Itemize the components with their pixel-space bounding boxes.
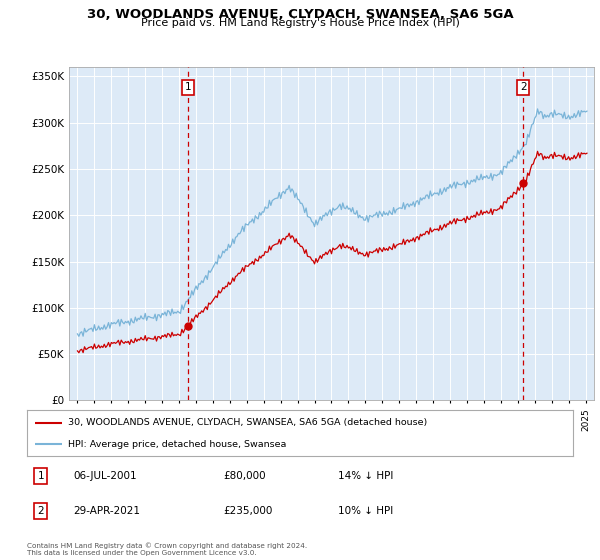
Text: 30, WOODLANDS AVENUE, CLYDACH, SWANSEA, SA6 5GA (detached house): 30, WOODLANDS AVENUE, CLYDACH, SWANSEA, … bbox=[68, 418, 427, 427]
Text: £80,000: £80,000 bbox=[224, 471, 266, 481]
Text: 30, WOODLANDS AVENUE, CLYDACH, SWANSEA, SA6 5GA: 30, WOODLANDS AVENUE, CLYDACH, SWANSEA, … bbox=[86, 8, 514, 21]
Text: 10% ↓ HPI: 10% ↓ HPI bbox=[338, 506, 394, 516]
Text: HPI: Average price, detached house, Swansea: HPI: Average price, detached house, Swan… bbox=[68, 440, 286, 449]
Text: 14% ↓ HPI: 14% ↓ HPI bbox=[338, 471, 394, 481]
Text: 1: 1 bbox=[37, 471, 44, 481]
Text: 29-APR-2021: 29-APR-2021 bbox=[73, 506, 140, 516]
Text: 2: 2 bbox=[37, 506, 44, 516]
Text: 2: 2 bbox=[520, 82, 527, 92]
Text: Price paid vs. HM Land Registry's House Price Index (HPI): Price paid vs. HM Land Registry's House … bbox=[140, 18, 460, 29]
Text: Contains HM Land Registry data © Crown copyright and database right 2024.
This d: Contains HM Land Registry data © Crown c… bbox=[27, 542, 307, 556]
Text: 1: 1 bbox=[184, 82, 191, 92]
Text: £235,000: £235,000 bbox=[224, 506, 273, 516]
Text: 06-JUL-2001: 06-JUL-2001 bbox=[73, 471, 137, 481]
